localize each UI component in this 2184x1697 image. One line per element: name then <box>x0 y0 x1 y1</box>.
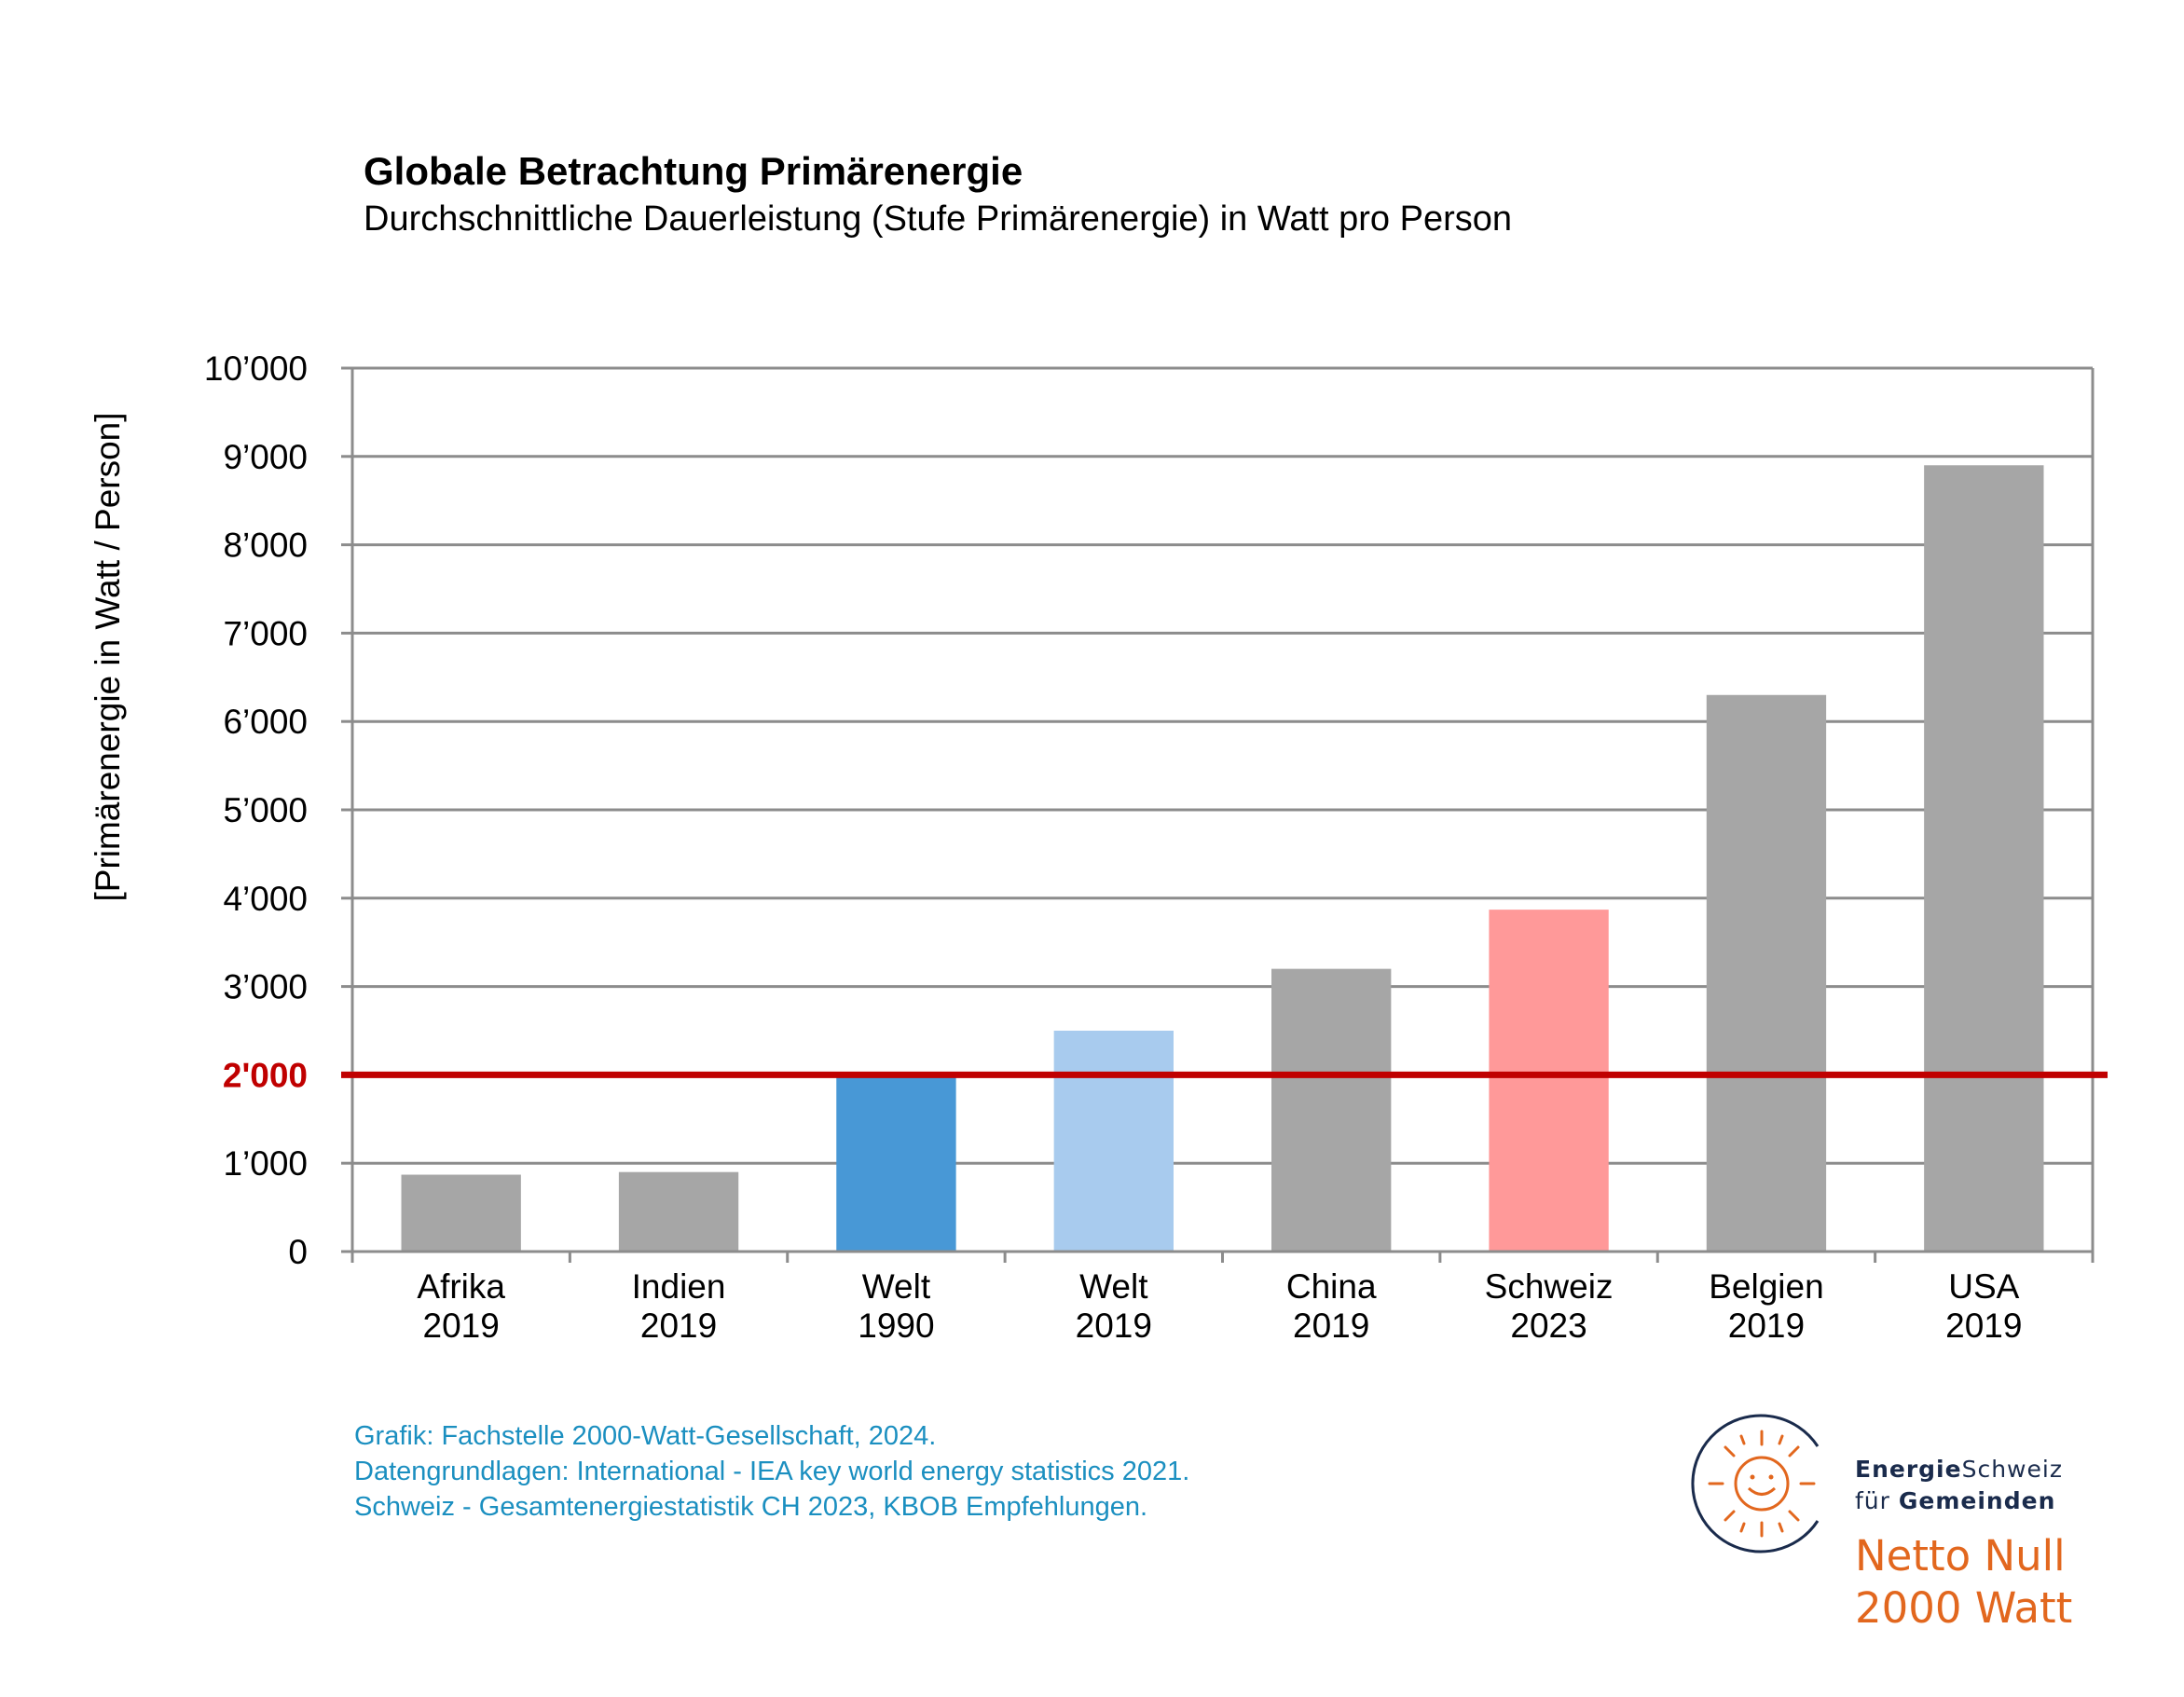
x-category-year: 2019 <box>640 1307 717 1345</box>
y-tick-label: 4’000 <box>223 880 308 918</box>
sun-smile-icon <box>1691 1414 1820 1553</box>
x-category-label: Schweiz <box>1485 1267 1614 1306</box>
y-tick-label: 6’000 <box>223 703 308 741</box>
x-category-label: Welt <box>862 1267 931 1306</box>
bar <box>401 1174 521 1252</box>
x-category-year: 2023 <box>1510 1307 1586 1345</box>
axis-labels: 0 1’000 2'000 3’000 4’000 5’000 6’000 7’000 8’00… <box>204 349 2023 1345</box>
x-category-year: 2019 <box>1293 1307 1369 1345</box>
y-tick-label: 2'000 <box>223 1056 308 1094</box>
bar <box>618 1171 739 1252</box>
bar <box>1271 968 1392 1252</box>
x-category-label: Indien <box>632 1267 726 1306</box>
source-note-graphic: Grafik: Fachstelle 2000-Watt-Gesellschaf… <box>354 1421 937 1451</box>
x-category-label: Afrika <box>417 1267 505 1306</box>
bar <box>1489 910 1609 1252</box>
x-category-year: 2019 <box>1945 1307 2022 1345</box>
source-note-switzerland: Schweiz - Gesamtenergiestatistik CH 2023… <box>354 1492 1148 1522</box>
x-category-label: USA <box>1948 1267 2019 1306</box>
axes <box>341 366 2095 1263</box>
chart-title: Globale Betrachtung Primärenergie <box>364 149 1023 193</box>
x-category-year: 2019 <box>423 1307 500 1345</box>
y-axis-title: [Primärenergie in Watt / Person] <box>89 412 127 901</box>
y-tick-label: 8’000 <box>223 527 308 565</box>
x-category-label: Belgien <box>1709 1267 1823 1306</box>
y-tick-label: 5’000 <box>223 791 308 829</box>
logo-line-fuer-gemeinden: für Gemeinden <box>1855 1485 2072 1517</box>
x-category-label: China <box>1286 1267 1377 1306</box>
logo-line-energieschweiz: EnergieSchweiz <box>1855 1454 2072 1485</box>
x-category-year: 2019 <box>1728 1307 1805 1345</box>
y-tick-label: 1’000 <box>223 1144 308 1183</box>
bar <box>1053 1031 1174 1252</box>
logo-fuer: für <box>1855 1487 1899 1514</box>
bar <box>1924 465 2044 1252</box>
source-notes: Grafik: Fachstelle 2000-Watt-Gesellschaf… <box>354 1418 1189 1525</box>
gridlines <box>352 366 2093 1165</box>
bar <box>1706 694 1827 1252</box>
x-category-year: 1990 <box>858 1307 934 1345</box>
y-tick-label: 7’000 <box>223 614 308 652</box>
energieschweiz-logo: EnergieSchweiz für Gemeinden Netto Null … <box>1687 1409 2125 1642</box>
chart-subtitle: Durchschnittliche Dauerleistung (Stufe P… <box>364 199 1513 239</box>
logo-netto-null: Netto Null <box>1855 1531 2066 1581</box>
logo-energie: Energie <box>1855 1456 1962 1483</box>
y-tick-label: 10’000 <box>204 349 308 388</box>
logo-gemeinden: Gemeinden <box>1898 1487 2056 1514</box>
bar <box>836 1074 956 1252</box>
logo-schweiz: Schweiz <box>1961 1456 2063 1483</box>
y-tick-label: 9’000 <box>223 438 308 476</box>
logo-2000-watt: 2000 Watt <box>1855 1583 2073 1633</box>
y-tick-label: 0 <box>288 1233 308 1271</box>
x-category-year: 2019 <box>1076 1307 1152 1345</box>
x-category-label: Welt <box>1079 1267 1148 1306</box>
source-note-data: Datengrundlagen: International - IEA key… <box>354 1457 1190 1486</box>
y-tick-label: 3’000 <box>223 968 308 1006</box>
bars <box>401 465 2044 1252</box>
logo-text: EnergieSchweiz für Gemeinden Netto Null … <box>1855 1454 2072 1635</box>
